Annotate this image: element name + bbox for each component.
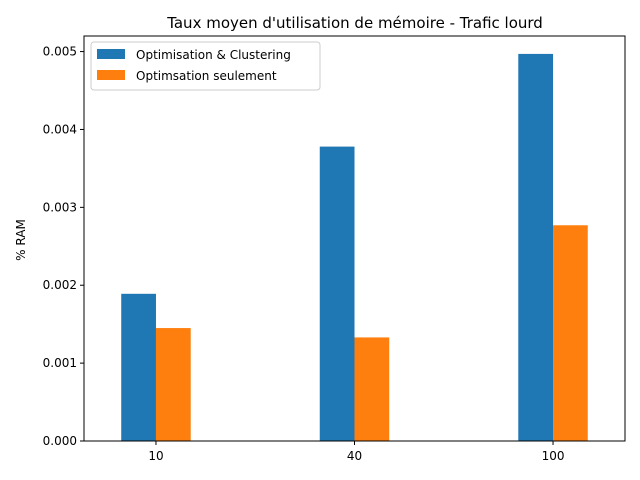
legend-label-optimisation-seulement: Optimsation seulement [136,69,277,83]
bar-optimisation-seulement-100 [553,225,588,441]
bar-optimisation-seulement-40 [354,337,390,441]
axes-layer: 0.000 0.001 0.002 0.003 0.004 0.005 10 40 100 [43,35,626,463]
y-tick-label: 0.003 [43,200,77,214]
y-tick-label: 0.002 [43,278,77,292]
x-tick-label: 10 [148,449,163,463]
legend: Optimisation & Clustering Optimsation seu… [90,41,321,91]
y-tick-label: 0.005 [43,45,77,59]
chart-title: Taux moyen d'utilisation de mémoire - Tr… [166,14,543,32]
bar-optimisation-seulement-10 [155,328,191,441]
legend-label-optimisation-clustering: Optimisation & Clustering [136,48,291,62]
x-tick-label: 100 [542,449,565,463]
y-tick-label: 0.004 [43,122,77,136]
bars-layer [121,53,588,442]
x-tick-label: 40 [347,449,362,463]
y-tick-label: 0.000 [43,434,77,448]
legend-swatch-optimisation-seulement [97,70,125,80]
legend-box [90,41,321,91]
bar-optimisation-clustering-10 [121,293,156,441]
legend-swatch-optimisation-clustering [97,49,125,59]
bar-optimisation-clustering-40 [319,146,355,441]
bar-optimisation-clustering-100 [518,53,554,442]
y-tick-label: 0.001 [43,356,77,370]
y-axis-label: % RAM [14,219,28,261]
